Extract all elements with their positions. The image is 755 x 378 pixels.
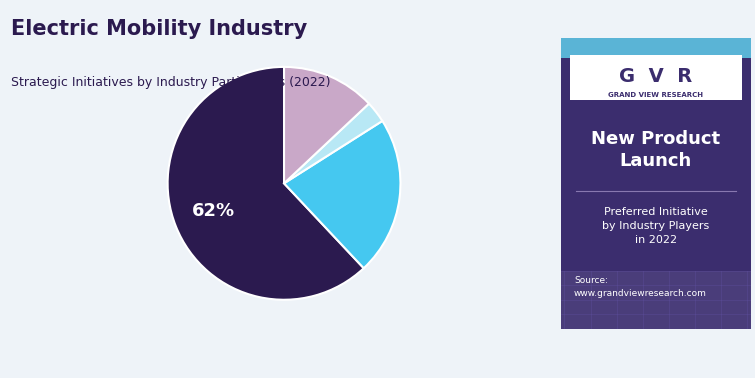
Wedge shape: [284, 121, 400, 268]
Bar: [570, 55, 741, 101]
Text: Source:
www.grandviewresearch.com: Source: www.grandviewresearch.com: [574, 276, 707, 298]
Text: 62%: 62%: [192, 202, 236, 220]
Text: GRAND VIEW RESEARCH: GRAND VIEW RESEARCH: [609, 91, 704, 98]
Text: G  V  R: G V R: [619, 67, 692, 86]
Bar: [560, 271, 751, 329]
Text: New Product
Launch: New Product Launch: [591, 130, 720, 170]
Wedge shape: [168, 67, 364, 300]
Text: Electric Mobility Industry: Electric Mobility Industry: [11, 19, 307, 39]
Wedge shape: [284, 67, 369, 183]
Text: Preferred Initiative
by Industry Players
in 2022: Preferred Initiative by Industry Players…: [602, 206, 710, 245]
Text: Strategic Initiatives by Industry Participants (2022): Strategic Initiatives by Industry Partic…: [11, 76, 331, 88]
Wedge shape: [284, 104, 382, 183]
Bar: [560, 38, 751, 58]
